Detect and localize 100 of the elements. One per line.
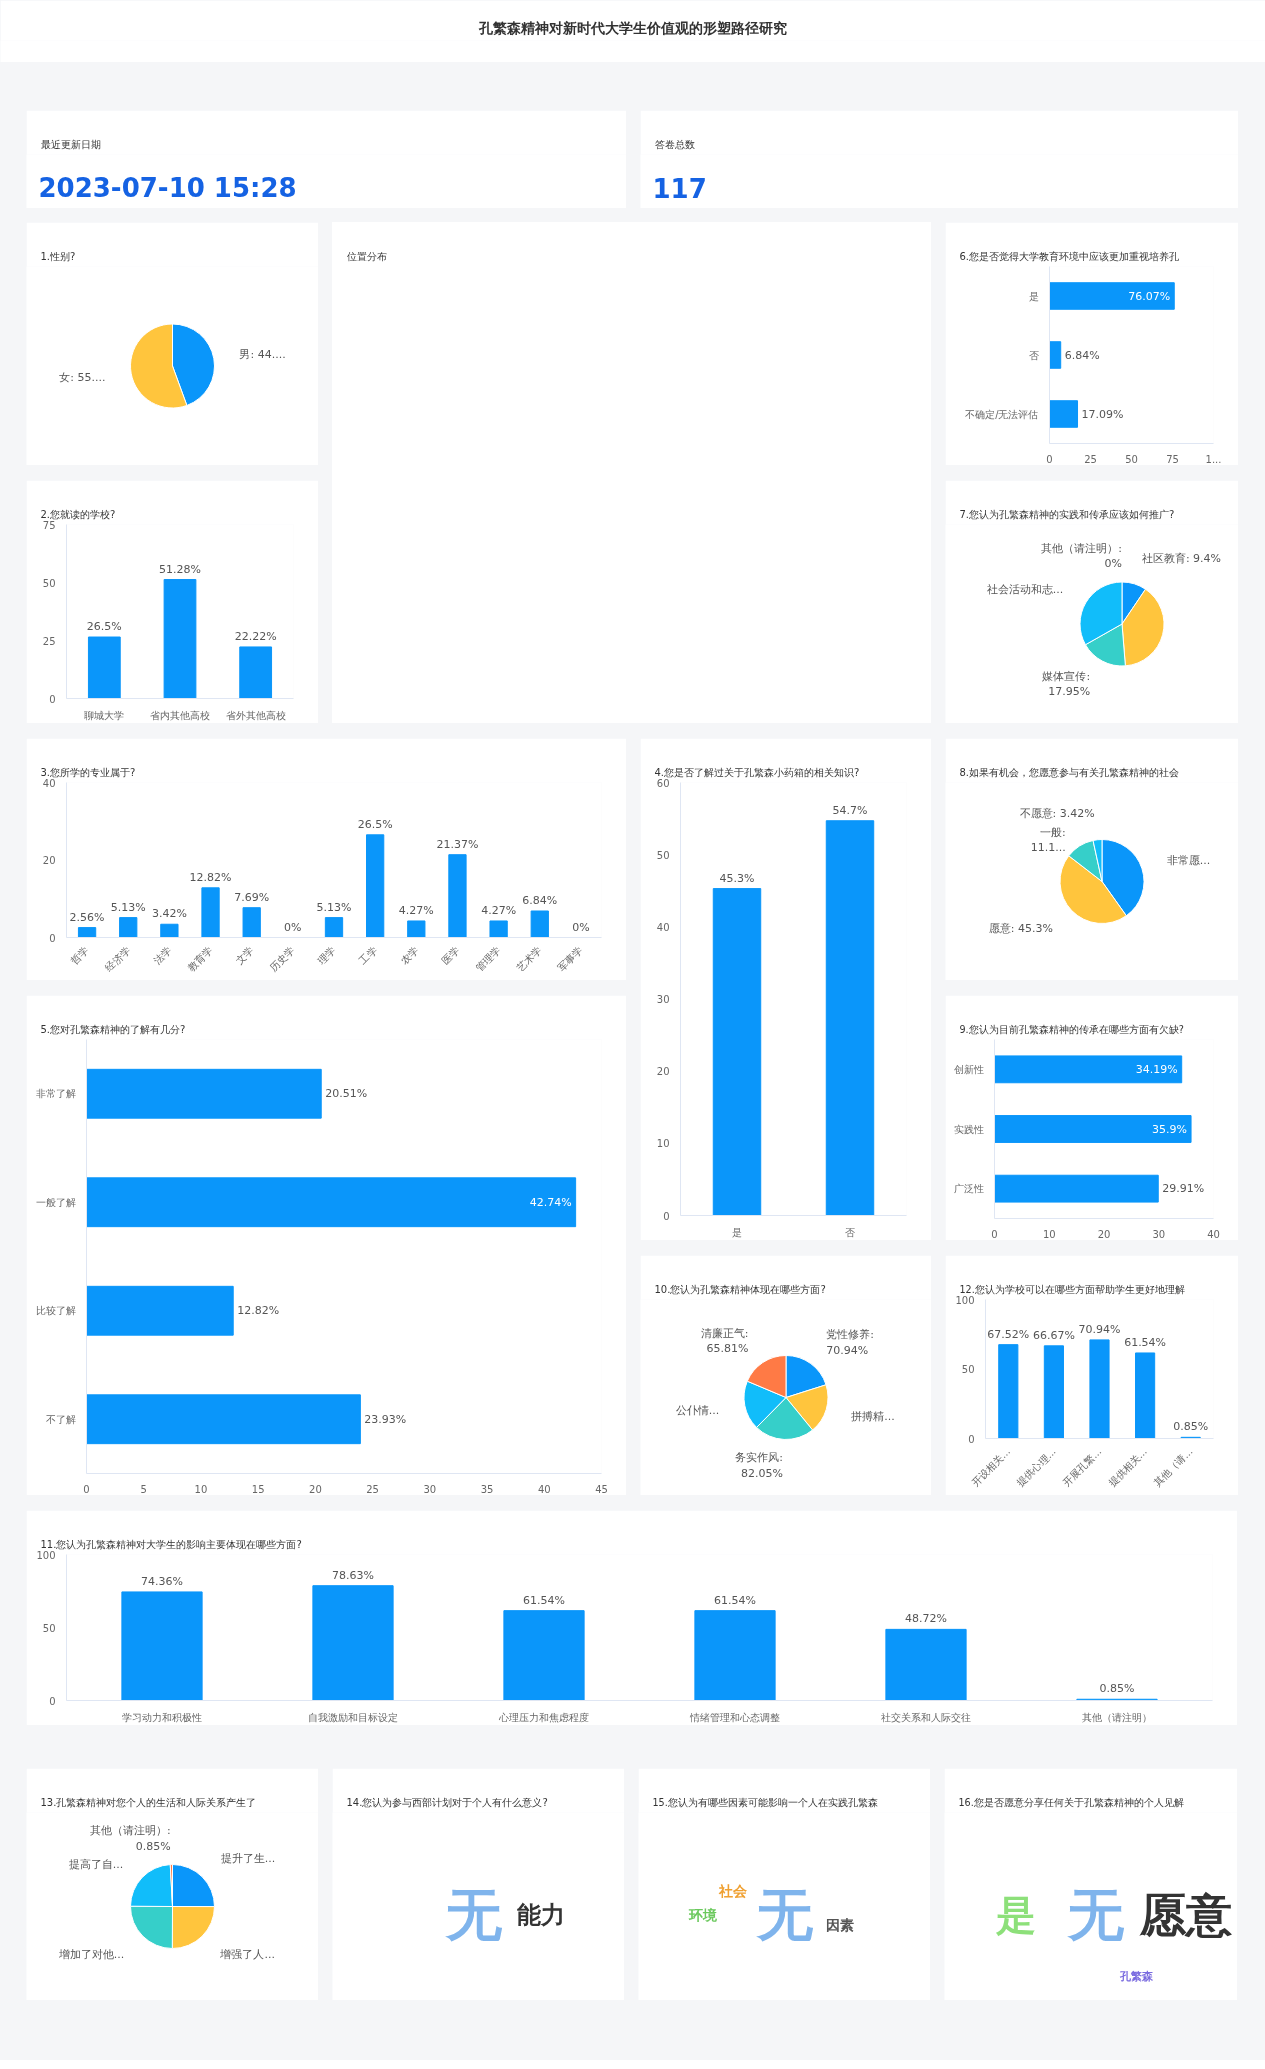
x-tick-label: 教育学 (185, 944, 215, 974)
chart-title: 1.性别? (40, 250, 76, 262)
x-tick-label: 10 (194, 1483, 208, 1495)
x-tick-label: 提供心理... (1014, 1445, 1058, 1489)
data-label: 26.5% (357, 817, 393, 831)
slice-label: 提升了生... (220, 1851, 276, 1865)
x-tick-label: 10 (1042, 1228, 1056, 1240)
data-label: 4.27% (481, 903, 517, 917)
x-tick-label: 经济学 (103, 944, 133, 974)
data-label: 54.7% (832, 803, 868, 817)
slice-label: 愿意: 45.3% (988, 922, 1053, 936)
data-label: 3.42% (151, 907, 187, 921)
data-label: 34.19% (1135, 1062, 1178, 1076)
chart-title: 11.您认为孔繁森精神对大学生的影响主要体现在哪些方面? (40, 1538, 302, 1550)
data-label: 61.54% (523, 1593, 565, 1607)
data-label: 21.37% (436, 837, 479, 851)
x-tick-label: 社交关系和人际交往 (881, 1711, 971, 1723)
y-tick-label: 100 (36, 1549, 56, 1561)
x-tick-label: 学习动力和积极性 (122, 1711, 202, 1723)
data-label: 4.27% (398, 903, 434, 917)
x-tick-label: 50 (1125, 453, 1138, 465)
y-tick-label: 广泛性 (953, 1183, 984, 1195)
chart-title: 5.您对孔繁森精神的了解有几分? (40, 1023, 186, 1035)
data-label: 23.93% (364, 1412, 407, 1426)
y-tick-label: 50 (42, 1622, 56, 1634)
x-tick-label: 历史学 (267, 944, 297, 974)
data-label: 74.36% (141, 1574, 183, 1588)
x-tick-label: 省内其他高校 (150, 709, 210, 721)
x-tick-label: 0 (83, 1483, 90, 1495)
data-label: 66.67% (1032, 1328, 1075, 1342)
x-tick-label: 省外其他高校 (225, 709, 286, 721)
data-label: 0% (284, 920, 302, 934)
data-label: 12.82% (237, 1304, 280, 1318)
y-tick-label: 40 (656, 921, 670, 933)
data-label: 70.94% (1078, 1322, 1121, 1336)
chart-title: 9.您认为目前孔繁森精神的传承在哪些方面有欠缺? (959, 1023, 1184, 1035)
x-tick-label: 聊城大学 (84, 709, 125, 721)
y-tick-label: 50 (961, 1364, 975, 1375)
x-tick-label: 艺术学 (514, 944, 544, 974)
data-label: 42.74% (529, 1195, 572, 1209)
text: 16.您是否愿意分享任何关于孔繁森精神的个人见解 (958, 1796, 1184, 1808)
x-tick-label: 否 (845, 1226, 855, 1238)
y-tick-label: 50 (656, 849, 670, 861)
y-tick-label: 一般了解 (35, 1196, 76, 1208)
data-label: 78.63% (332, 1568, 374, 1582)
y-tick-label: 0 (49, 1695, 56, 1707)
data-label: 6.84% (1064, 348, 1100, 362)
text: 位置分布 (346, 250, 387, 262)
data-label: 6.84% (522, 893, 558, 907)
x-tick-label: 理学 (315, 944, 338, 967)
x-tick-label: 开展孔繁... (1060, 1445, 1104, 1489)
x-tick-label: 管理学 (473, 944, 503, 974)
text: 孔繁森精神对新时代大学生价值观的形塑路径研究 (478, 19, 787, 36)
slice-label: 提高了自... (68, 1858, 124, 1872)
data-label: 5.13% (110, 900, 146, 914)
y-tick-label: 否 (1028, 349, 1039, 361)
y-tick-label: 75 (42, 519, 56, 531)
data-label: 5.13% (316, 900, 352, 914)
slice-label: 公仆情... (675, 1404, 720, 1418)
text: 愿意 (1139, 1887, 1232, 1942)
x-tick-label: 40 (537, 1483, 551, 1495)
text: 能力 (516, 1900, 565, 1929)
slice-label: 媒体宣传: 17.95% (1042, 669, 1091, 699)
slice-label: 增强了人... (219, 1948, 275, 1962)
data-label: 61.54% (714, 1593, 756, 1607)
x-tick-label: 45 (595, 1483, 608, 1495)
x-tick-label: 25 (1084, 453, 1097, 465)
y-tick-label: 50 (42, 577, 56, 589)
x-tick-label: 40 (1207, 1228, 1220, 1240)
x-tick-label: 0 (1046, 453, 1053, 465)
y-tick-label: 20 (42, 855, 56, 866)
slice-label: 务实作风: 82.05% (735, 1451, 783, 1480)
slice-label: 一般: 11.1... (1030, 825, 1066, 855)
data-label: 0% (572, 920, 590, 934)
text: 孔繁森 (1118, 1970, 1154, 1983)
text: 答卷总数 (654, 138, 695, 150)
x-tick-label: 75 (1166, 453, 1179, 465)
chart-title: 8.如果有机会，您愿意参与有关孔繁森精神的社会 (959, 766, 1180, 778)
x-tick-label: 30 (423, 1483, 437, 1495)
data-label: 35.9% (1152, 1122, 1188, 1136)
chart-title: 3.您所学的专业属于? (40, 766, 136, 778)
x-tick-label: 法学 (151, 944, 174, 967)
y-tick-label: 25 (42, 635, 56, 647)
slice-label: 社会活动和志... (986, 583, 1064, 597)
y-tick-label: 0 (49, 693, 56, 705)
text: 无 (1067, 1882, 1125, 1947)
data-label: 0.85% (1099, 1682, 1135, 1696)
chart-title: 4.您是否了解过关于孔繁森小药箱的相关知识? (654, 766, 860, 778)
data-label: 17.09% (1081, 407, 1124, 421)
data-label: 76.07% (1128, 289, 1171, 303)
x-tick-label: 提供相关... (1106, 1445, 1149, 1489)
y-tick-label: 0 (49, 932, 56, 944)
text: 无 (755, 1882, 814, 1947)
data-label: 22.22% (234, 629, 277, 643)
text: 14.您认为参与西部计划对于个人有什么意义? (346, 1796, 548, 1808)
x-tick-label: 20 (309, 1483, 322, 1495)
x-tick-label: 其他（请... (1151, 1445, 1195, 1489)
data-label: 67.52% (987, 1327, 1030, 1341)
chart-title: 7.您认为孔繁森精神的实践和传承应该如何推广? (959, 508, 1175, 520)
category-label: 其他（请注明）: 0% (1041, 541, 1123, 571)
